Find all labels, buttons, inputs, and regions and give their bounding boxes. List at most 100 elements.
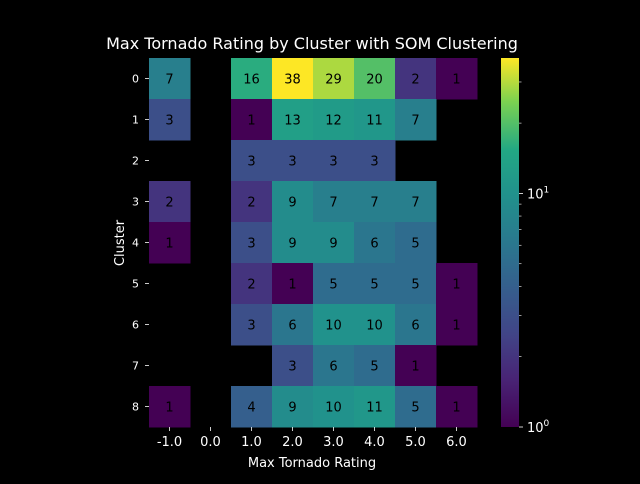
cell-value-label: 5 [370, 278, 378, 293]
y-tick-label: 1 [132, 114, 139, 127]
cell-value-label: 2 [165, 196, 173, 211]
heatmap-cell [313, 386, 355, 428]
heatmap-cell [395, 58, 437, 100]
heatmap-cell [395, 345, 437, 387]
x-tick-label: 0.0 [200, 435, 221, 450]
colorbar-tick-label: 100 [527, 419, 550, 436]
cell-value-label: 7 [329, 196, 337, 211]
heatmap-cell [354, 386, 396, 428]
cell-value-label: 11 [366, 114, 383, 129]
colorbar-tick-label: 101 [527, 185, 549, 202]
heatmap-cell [354, 58, 396, 100]
cell-value-label: 29 [325, 73, 342, 88]
heatmap-cell [313, 222, 355, 264]
chart-title: Max Tornado Rating by Cluster with SOM C… [106, 34, 518, 53]
cell-value-label: 12 [325, 114, 342, 129]
heatmap-cell [395, 386, 437, 428]
heatmap-cell [354, 140, 396, 182]
heatmap-cell [231, 304, 273, 346]
y-axis-label: Cluster [113, 219, 128, 266]
heatmap-cell [436, 58, 478, 100]
heatmap-cell [272, 263, 314, 305]
heatmap-cell [436, 263, 478, 305]
heatmap-cell [272, 181, 314, 223]
heatmap-cell [313, 345, 355, 387]
cell-value-label: 1 [452, 73, 460, 88]
y-tick-label: 7 [132, 360, 139, 373]
cell-value-label: 3 [247, 237, 255, 252]
heatmap-cell [231, 181, 273, 223]
y-tick-label: 8 [132, 401, 139, 414]
cell-value-label: 3 [370, 155, 378, 170]
heatmap-cell [272, 222, 314, 264]
cell-value-label: 7 [370, 196, 378, 211]
cell-value-label: 6 [411, 319, 419, 334]
heatmap-cell [231, 58, 273, 100]
heatmap-cell [354, 263, 396, 305]
cell-value-label: 1 [165, 237, 173, 252]
cell-value-label: 6 [329, 360, 337, 375]
heatmap-cell [231, 222, 273, 264]
cell-annotations: 7 16 38 29 20 2 13 1 13 12 11 73 3 3 32 2 9 7 7 71 3 9 9 6 52 1 5 5… [165, 73, 460, 416]
heatmap-cells [149, 58, 478, 428]
heatmap-cell [272, 345, 314, 387]
cell-value-label: 1 [452, 319, 460, 334]
cell-value-label: 38 [284, 73, 301, 88]
heatmap-cell [231, 99, 273, 141]
heatmap-cell [313, 181, 355, 223]
x-axis-ticks: -1.0 0.0 1.0 2.0 3.0 4.0 5.0 6.0 [157, 427, 467, 450]
cell-value-label: 6 [370, 237, 378, 252]
heatmap-cell [395, 222, 437, 264]
y-tick-label: 6 [132, 319, 139, 332]
heatmap-cell [313, 58, 355, 100]
x-axis-label: Max Tornado Rating [248, 456, 376, 471]
cell-value-label: 9 [288, 196, 296, 211]
cell-value-label: 10 [366, 319, 383, 334]
cell-value-label: 3 [247, 155, 255, 170]
x-tick-label: -1.0 [157, 435, 182, 450]
cell-value-label: 1 [411, 360, 419, 375]
y-tick-label: 0 [132, 73, 139, 86]
x-tick-label: 3.0 [323, 435, 344, 450]
cell-value-label: 3 [329, 155, 337, 170]
heatmap-cell [395, 99, 437, 141]
heatmap-cell [231, 263, 273, 305]
cell-value-label: 11 [366, 401, 383, 416]
cell-value-label: 5 [411, 237, 419, 252]
cell-value-label: 2 [247, 278, 255, 293]
heatmap-cell [231, 386, 273, 428]
cell-value-label: 1 [452, 278, 460, 293]
cell-value-label: 1 [288, 278, 296, 293]
cell-value-label: 5 [370, 360, 378, 375]
y-tick-label: 5 [132, 278, 139, 291]
colorbar: 100 101 [501, 58, 550, 436]
cell-value-label: 9 [288, 401, 296, 416]
heatmap-cell [272, 386, 314, 428]
x-tick-label: 6.0 [446, 435, 467, 450]
heatmap-cell [354, 345, 396, 387]
cell-value-label: 7 [411, 196, 419, 211]
heatmap-cell [272, 99, 314, 141]
cell-value-label: 1 [165, 401, 173, 416]
heatmap-cell [313, 304, 355, 346]
heatmap-cell [313, 140, 355, 182]
heatmap-cell [436, 386, 478, 428]
cell-value-label: 7 [165, 73, 173, 88]
cell-value-label: 20 [366, 73, 383, 88]
cell-value-label: 4 [247, 401, 255, 416]
y-tick-label: 2 [132, 155, 139, 168]
heatmap-cell [272, 58, 314, 100]
heatmap-cell [354, 181, 396, 223]
heatmap-cell [313, 99, 355, 141]
x-tick-label: 2.0 [282, 435, 303, 450]
cell-value-label: 10 [325, 401, 342, 416]
heatmap-cell [354, 99, 396, 141]
cell-value-label: 3 [247, 319, 255, 334]
x-tick-label: 5.0 [405, 435, 426, 450]
cell-value-label: 7 [411, 114, 419, 129]
cell-value-label: 5 [329, 278, 337, 293]
heatmap-cell [395, 181, 437, 223]
heatmap-cell [395, 263, 437, 305]
